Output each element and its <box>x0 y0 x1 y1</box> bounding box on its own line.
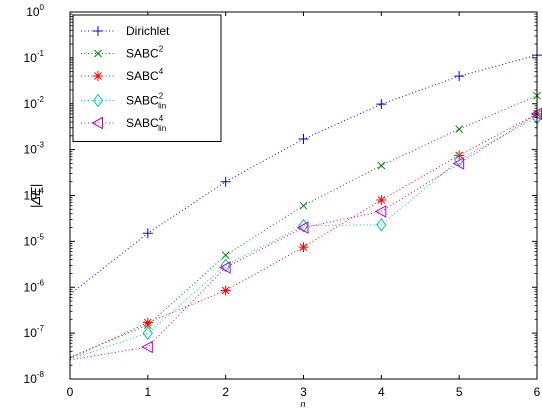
y-tick-label: 10-8 <box>24 370 45 386</box>
legend-marker <box>91 116 103 130</box>
x-tick-label: 3 <box>300 385 307 399</box>
legend: Dirichlet SABC2 SABC4 SABC2 lin SABC4 lin <box>72 14 222 142</box>
data-point <box>374 205 387 218</box>
y-tick-label: 10-2 <box>24 95 45 111</box>
data-point <box>219 261 231 274</box>
legend-entry: SABC2 <box>81 45 164 61</box>
series-layer <box>69 50 542 361</box>
data-point <box>299 201 308 210</box>
data-point <box>142 228 153 239</box>
x-tick-label: 4 <box>378 385 385 399</box>
x-tick-label: 2 <box>222 385 229 399</box>
data-point <box>452 157 465 170</box>
legend-marker <box>94 49 102 58</box>
data-point <box>377 161 386 170</box>
legend-entry: SABC4 lin <box>81 114 166 133</box>
data-point <box>454 150 465 161</box>
legend-entry: Dirichlet <box>81 24 170 38</box>
legend-entry: SABC4 <box>81 67 164 83</box>
data-point <box>220 285 231 296</box>
y-tick-label: 10-6 <box>24 278 45 294</box>
data-point <box>376 217 387 232</box>
legend-label: SABC4 <box>126 67 164 83</box>
x-tick-label: 5 <box>456 385 463 399</box>
y-tick-label: 100 <box>26 3 44 19</box>
data-point <box>298 218 309 233</box>
data-point <box>141 340 153 354</box>
data-point <box>221 251 230 260</box>
legend-marker <box>92 93 104 108</box>
legend-entry: SABC2 lin <box>81 92 166 111</box>
data-point <box>296 221 309 234</box>
data-point <box>298 134 309 145</box>
x-axis-label: n <box>300 399 305 409</box>
x-tick-label: 6 <box>534 385 541 399</box>
legend-label: SABC4 lin <box>126 114 166 133</box>
data-point <box>220 258 231 273</box>
data-point <box>298 242 309 253</box>
data-point <box>454 152 465 167</box>
data-point <box>455 125 464 133</box>
data-point <box>376 194 387 205</box>
y-axis-label: |ΔE| <box>28 184 43 208</box>
legend-label: SABC2 <box>126 45 164 61</box>
data-point <box>142 317 153 328</box>
data-point <box>142 326 153 340</box>
data-point <box>220 176 231 187</box>
y-tick-label: 10-5 <box>24 232 45 248</box>
data-point <box>376 99 387 110</box>
x-tick-label: 0 <box>67 385 74 399</box>
data-point <box>454 71 465 82</box>
x-tick-label: 1 <box>144 385 151 399</box>
legend-marker <box>93 71 103 81</box>
legend-marker <box>93 26 103 36</box>
legend-label: Dirichlet <box>126 24 170 38</box>
x-axis: 0 1 2 3 4 5 6 <box>67 12 541 399</box>
y-tick-label: 10-1 <box>24 49 45 65</box>
y-tick-label: 10-3 <box>24 141 45 157</box>
series-3 <box>69 110 542 360</box>
legend-label: SABC2 lin <box>126 92 166 111</box>
y-tick-label: 10-7 <box>24 324 45 340</box>
series-line <box>69 117 538 360</box>
series-line <box>69 113 538 361</box>
